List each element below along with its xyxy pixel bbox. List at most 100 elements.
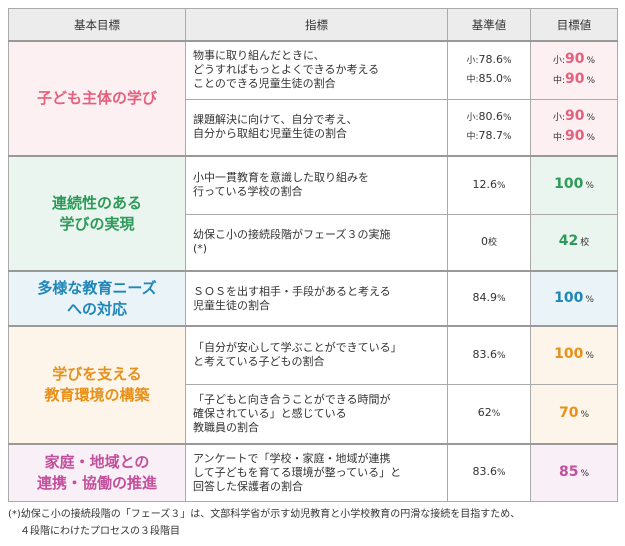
baseline-cell: 小:80.6% 中:78.7%	[447, 98, 531, 157]
value-number: 83.6	[472, 347, 497, 361]
value-number: 84.9	[472, 291, 497, 304]
row: 課題解決に向けて、自分で考え、 自分から取組む児童生徒の割合 小:80.6% 中:78…	[9, 98, 618, 157]
value-number: 12.6	[472, 177, 497, 191]
value-number: 83.6	[472, 465, 497, 479]
baseline-cell: 62%	[447, 383, 531, 445]
header-cell: 基準値	[447, 8, 531, 42]
row: 「子どもと向き合うことができる時間が 確保されている」と感じている 教職員の割合 62…	[9, 383, 618, 445]
value-unit: %	[585, 294, 594, 305]
value-number: 85	[558, 463, 579, 480]
goal-cell: 家庭・地域との 連携・協働の推進	[8, 443, 186, 502]
value-line: 小:90%	[531, 52, 617, 68]
value-unit: 校	[487, 237, 497, 248]
value-line: 83.6%	[448, 465, 530, 480]
value-number: 42	[558, 233, 579, 250]
line: 児童生徒の割合	[193, 298, 270, 312]
indicator-cell: ＳＯＳを出す相手・手段があると考える 児童生徒の割合	[185, 270, 448, 327]
value-line: 小:78.6%	[448, 53, 530, 68]
baseline-cell: 小:78.6% 中:85.0%	[447, 40, 531, 100]
value-number: 90	[565, 71, 585, 88]
value-prefix: 中:	[552, 133, 565, 144]
line: (*)	[193, 242, 208, 256]
value-unit: %	[580, 468, 590, 479]
value-line: 中:90%	[531, 72, 617, 88]
line: 行っている学校の割合	[193, 185, 303, 199]
value-number: 78.6	[478, 53, 503, 67]
value-unit: %	[496, 350, 506, 361]
line: して子どもを育てる環境が整っている」と	[193, 465, 402, 479]
value-line: 62%	[448, 406, 530, 421]
goal-cell: 連続性のある 学びの実現	[8, 155, 186, 272]
row: 学びを支える 教育環境の構築 「自分が安心して学ぶことができている」 と考えている子ど…	[8, 325, 618, 445]
line: 幼保こ小の接続段階がフェーズ３の実施	[193, 228, 391, 242]
value-line: 中:90%	[531, 129, 617, 145]
indicator-cell: 「子どもと向き合うことができる時間が 確保されている」と感じている 教職員の割合	[185, 383, 448, 445]
value-line: 100%	[531, 347, 617, 363]
goal-cell: 子ども主体の学び	[8, 40, 186, 157]
value-unit: %	[586, 56, 596, 67]
value-prefix: 中:	[466, 75, 479, 86]
indicator-cell: 物事に取り組んだときに、 どうすればもっとよくできるか考える ことのできる児童生徒の…	[185, 40, 448, 100]
target-cell: 85%	[530, 443, 618, 502]
value-line: 42 校	[531, 234, 617, 250]
target-cell: 42 校	[530, 213, 618, 272]
header-cell: 基本目標	[8, 8, 186, 42]
line: 課題解決に向けて、自分で考え、	[193, 113, 358, 127]
line: 「自分が安心して学ぶことができている」	[193, 341, 402, 355]
target-cell: 70%	[530, 383, 618, 445]
baseline-cell: 12.6%	[447, 155, 531, 215]
value-unit: %	[496, 468, 506, 479]
value-unit: %	[496, 180, 506, 191]
value-line: 中:78.7%	[448, 129, 530, 144]
line: 家庭・地域との	[44, 452, 150, 471]
value-line: 85%	[531, 465, 617, 481]
row: 連続性のある 学びの実現 小中一貫教育を意識した取り組みを 行っている学校の割合 12.…	[8, 155, 618, 272]
line: 教職員の割合	[193, 420, 259, 434]
target-cell: 100%	[530, 155, 618, 215]
indicator-cell: 「自分が安心して学ぶことができている」 と考えている子どもの割合	[185, 325, 448, 385]
value-number: 100	[554, 346, 584, 363]
value-number: 100	[554, 289, 584, 306]
value-number: 80.6	[478, 110, 503, 124]
line: への対応	[66, 299, 127, 318]
value-unit: %	[580, 409, 590, 420]
line: ことのできる児童生徒の割合	[193, 77, 336, 91]
line: と考えている子どもの割合	[193, 355, 325, 369]
footnote-line: (*)幼保こ小の接続段階の「フェーズ３」は、文部科学省が示す幼児教育と小学校教育…	[8, 509, 521, 520]
value-prefix: 小:	[466, 113, 479, 124]
line: どうすればもっとよくできるか考える	[193, 63, 380, 77]
value-line: 84.9%	[448, 291, 530, 306]
line: 子ども主体の学び	[36, 89, 157, 107]
line: 回答した保護者の割合	[193, 479, 303, 493]
row: 幼保こ小の接続段階がフェーズ３の実施 (*) 0校 42 校	[9, 213, 618, 272]
value-number: 90	[565, 51, 585, 68]
header-row: 基本目標 指標 基準値 目標値	[8, 8, 618, 42]
line: 学びを支える	[52, 365, 142, 383]
header-cell: 指標	[185, 8, 448, 42]
value-number: 100	[554, 176, 584, 193]
value-unit: %	[502, 113, 512, 124]
row: 子ども主体の学び 物事に取り組んだときに、 どうすればもっとよくできるか考える ことの…	[8, 40, 618, 157]
value-line: 70%	[531, 406, 617, 422]
header-cell: 目標値	[530, 8, 618, 42]
value-line: 小:80.6%	[448, 110, 530, 125]
value-prefix: 小:	[552, 56, 565, 67]
footnote: (*)幼保こ小の接続段階の「フェーズ３」は、文部科学省が示す幼児教育と小学校教育…	[8, 506, 520, 540]
value-line: 100%	[531, 291, 617, 307]
value-line: 83.6%	[448, 348, 530, 363]
target-cell: 100%	[530, 325, 618, 385]
indicator-cell: 幼保こ小の接続段階がフェーズ３の実施 (*)	[185, 213, 448, 272]
value-unit: %	[585, 181, 594, 192]
value-line: 小:90%	[531, 109, 617, 125]
footnote-line: ４段階にわけたプロセスの３段階目	[20, 526, 180, 537]
baseline-cell: 84.9%	[447, 270, 531, 327]
value-line: 100%	[531, 177, 617, 193]
line: 連続性のある	[51, 193, 142, 212]
baseline-cell: 83.6%	[447, 325, 531, 385]
value-unit: %	[502, 75, 512, 86]
target-cell: 小:90% 中:90%	[530, 40, 618, 100]
value-prefix: 小:	[466, 56, 479, 67]
baseline-cell: 83.6%	[447, 443, 531, 502]
value-unit: %	[502, 132, 512, 143]
